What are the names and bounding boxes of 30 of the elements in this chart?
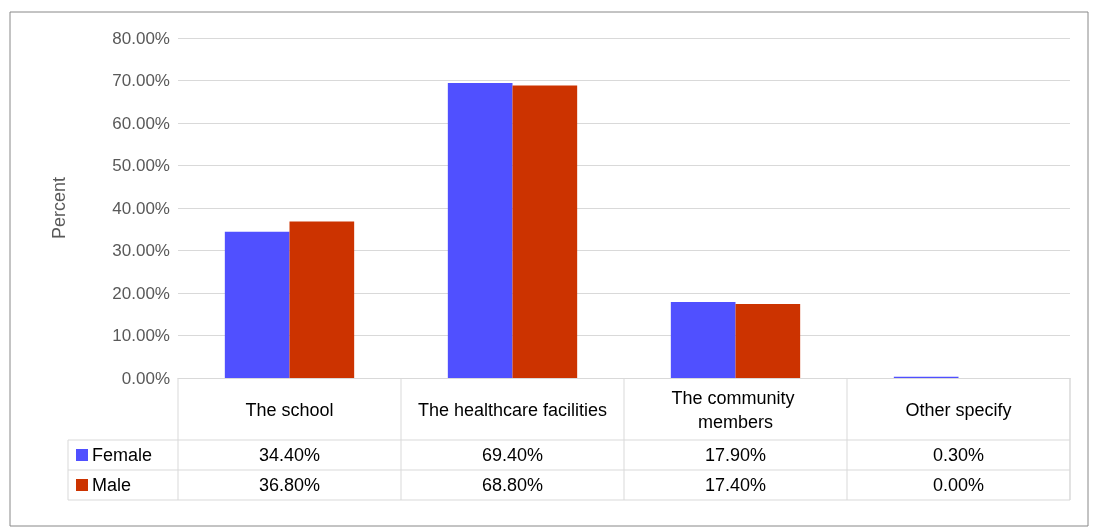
y-tick-label: 70.00% [112,71,170,90]
legend-label: Female [92,445,153,465]
legend-label: Male [92,475,132,495]
y-tick-label: 0.00% [121,368,170,388]
y-tick-label: 10.00% [112,326,170,345]
data-label: 68.80% [481,475,544,495]
y-tick-label: 80.00% [112,28,170,48]
data-label: 0.00% [932,475,985,495]
y-tick-label: 30.00% [112,241,170,260]
bar [670,301,736,378]
x-tick-label: The community members [671,388,800,432]
data-label: 34.40% [258,445,321,465]
data-label: 36.80% [258,475,321,495]
data-label: 69.40% [481,445,544,465]
bar [512,85,578,378]
y-tick-label: 40.00% [112,198,170,218]
bar [224,231,290,378]
bar [289,221,355,378]
y-tick-label: 20.00% [112,283,170,303]
bar [735,304,801,378]
y-axis-title: Percent [49,176,69,240]
data-label: 17.90% [704,445,767,465]
y-tick-label: 60.00% [112,113,170,133]
data-label: 17.40% [704,475,767,495]
bar [447,83,513,378]
x-tick-label: Other specify [905,400,1012,420]
x-tick-label: The school [245,400,334,420]
y-tick-label: 50.00% [112,156,170,175]
data-label: 0.30% [932,445,985,465]
x-tick-label: The healthcare facilities [417,400,608,420]
